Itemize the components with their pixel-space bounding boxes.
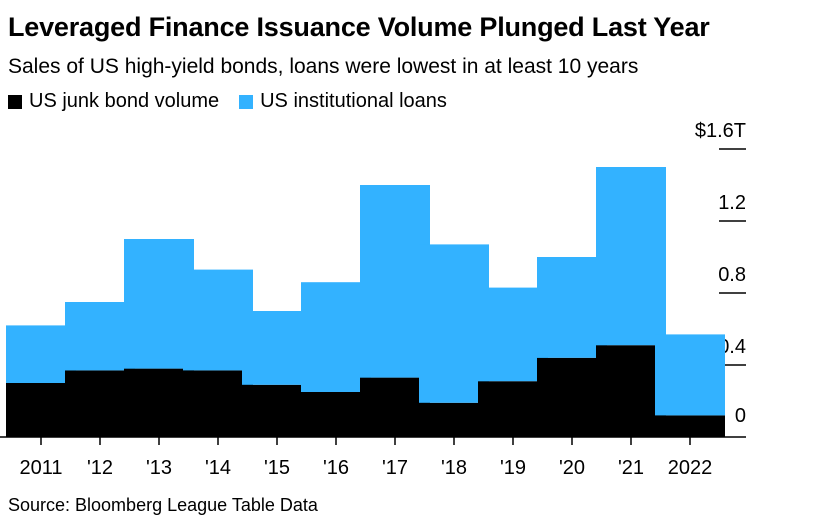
bar-junk-bond-volume: [242, 384, 312, 437]
x-tick-label: '19: [500, 457, 526, 479]
bar-junk-bond-volume: [301, 392, 371, 437]
bar-institutional-loans: [360, 185, 430, 378]
x-tick-label: '12: [87, 457, 113, 479]
chart-subtitle: Sales of US high-yield bonds, loans were…: [8, 55, 639, 78]
y-tick-label: 1.2: [718, 192, 746, 214]
x-tick-label: '13: [146, 457, 172, 479]
source-note: Source: Bloomberg League Table Data: [8, 495, 318, 515]
x-tick-label: '14: [205, 457, 231, 479]
y-tick-label: $1.6T: [695, 120, 746, 142]
bar-junk-bond-volume: [6, 383, 76, 437]
y-tick-label: 0.8: [718, 264, 746, 286]
x-tick-label: '15: [264, 457, 290, 479]
legend-item-institutional-loans: US institutional loans: [239, 90, 447, 113]
bar-junk-bond-volume: [596, 345, 666, 437]
legend: US junk bond volume US institutional loa…: [8, 90, 467, 113]
bar-junk-bond-volume: [478, 381, 548, 437]
stacked-bar-chart: 0 0.4 0.8 1.2 $1.6T 2011 '12 '13 '14 '15 '16 '17 '18…: [0, 120, 746, 479]
bar-junk-bond-volume: [419, 402, 489, 437]
bar-institutional-loans: [124, 239, 194, 369]
bar-institutional-loans: [301, 282, 371, 392]
bar-junk-bond-volume: [360, 377, 430, 437]
bar-institutional-loans: [478, 287, 548, 382]
x-tick-label: '18: [441, 457, 467, 479]
bar-junk-bond-volume: [124, 368, 194, 437]
legend-label-junk-bonds: US junk bond volume: [29, 90, 220, 112]
legend-swatch-institutional-loans: [239, 94, 254, 109]
legend-label-institutional-loans: US institutional loans: [260, 90, 447, 112]
y-tick-label: 0.4: [718, 336, 746, 358]
bar-institutional-loans: [537, 257, 607, 358]
bar-institutional-loans: [419, 244, 489, 403]
legend-item-junk-bonds: US junk bond volume: [8, 90, 219, 113]
x-tick-label: '21: [618, 457, 644, 479]
bar-junk-bond-volume: [655, 415, 725, 437]
x-tick-label: 2022: [668, 457, 713, 479]
bar-institutional-loans: [183, 269, 253, 371]
bar-institutional-loans: [242, 311, 312, 385]
legend-swatch-junk-bonds: [8, 94, 22, 109]
bar-junk-bond-volume: [65, 370, 135, 437]
x-tick-label: 2011: [19, 457, 62, 479]
bar-institutional-loans: [65, 302, 135, 371]
x-tick-label: '16: [323, 457, 349, 479]
bar-institutional-loans: [6, 325, 76, 383]
bar-institutional-loans: [596, 167, 666, 346]
bar-junk-bond-volume: [537, 357, 607, 437]
chart-title: Leveraged Finance Issuance Volume Plunge…: [8, 12, 710, 42]
x-tick-label: '20: [559, 457, 585, 479]
bar-junk-bond-volume: [183, 370, 253, 437]
bar-institutional-loans: [655, 334, 725, 416]
x-tick-label: '17: [382, 457, 408, 479]
y-tick-label: 0: [735, 405, 746, 427]
